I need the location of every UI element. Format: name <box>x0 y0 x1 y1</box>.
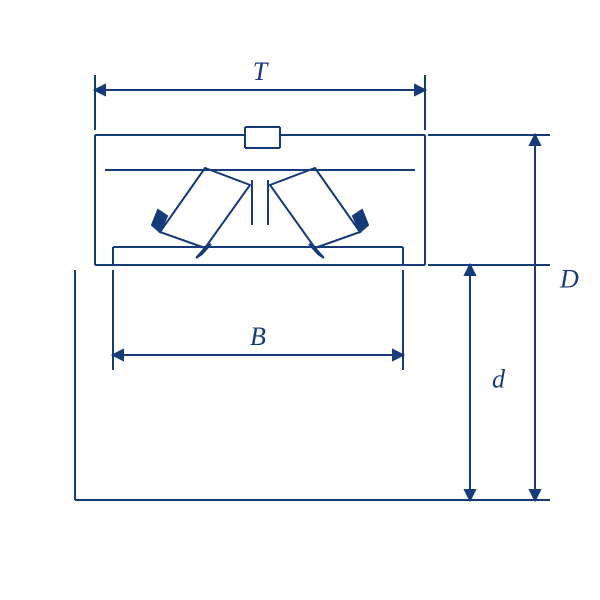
bearing-cross-section-diagram: T B Dd <box>0 0 600 600</box>
label-D: D <box>559 265 579 294</box>
label-B: B <box>250 322 266 351</box>
label-T: T <box>253 57 269 86</box>
label-d: d <box>492 365 506 394</box>
